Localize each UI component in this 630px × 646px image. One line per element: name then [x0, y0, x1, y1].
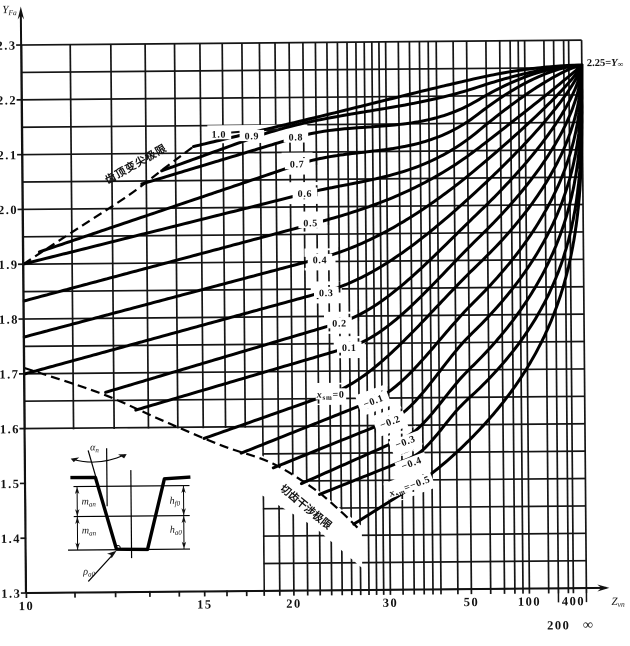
svg-text:2.0: 2.0: [0, 203, 18, 217]
svg-text:50: 50: [464, 595, 480, 609]
svg-text:100: 100: [518, 595, 541, 609]
svg-text:2.3: 2.3: [0, 39, 17, 53]
svg-text:1.0: 1.0: [212, 130, 227, 141]
svg-text:1.8: 1.8: [0, 313, 19, 327]
svg-text:2.2: 2.2: [0, 93, 17, 107]
svg-text:2.25=Y∞: 2.25=Y∞: [587, 58, 624, 69]
svg-text:2.1: 2.1: [0, 148, 18, 162]
svg-text:1.7: 1.7: [0, 367, 20, 381]
svg-text:1.5: 1.5: [0, 477, 20, 491]
svg-text:0.9: 0.9: [245, 131, 260, 142]
svg-text:0.1: 0.1: [342, 343, 357, 354]
svg-text:30: 30: [383, 596, 399, 610]
svg-text:0.7: 0.7: [290, 159, 305, 170]
svg-text:0.2: 0.2: [332, 318, 347, 329]
svg-text:200: 200: [547, 618, 570, 632]
svg-text:0.4: 0.4: [313, 255, 328, 266]
svg-text:20: 20: [286, 597, 302, 611]
svg-text:0.3: 0.3: [319, 288, 334, 299]
svg-text:400: 400: [562, 594, 585, 608]
svg-text:10: 10: [19, 599, 35, 613]
svg-text:0.8: 0.8: [289, 132, 304, 143]
svg-text:0.6: 0.6: [298, 189, 313, 200]
svg-text:1.4: 1.4: [1, 532, 21, 546]
svg-text:15: 15: [197, 597, 213, 611]
svg-text:1.9: 1.9: [0, 258, 19, 272]
svg-text:0.5: 0.5: [303, 218, 318, 229]
svg-text:1.6: 1.6: [0, 422, 20, 436]
svg-text:∞: ∞: [583, 618, 595, 633]
